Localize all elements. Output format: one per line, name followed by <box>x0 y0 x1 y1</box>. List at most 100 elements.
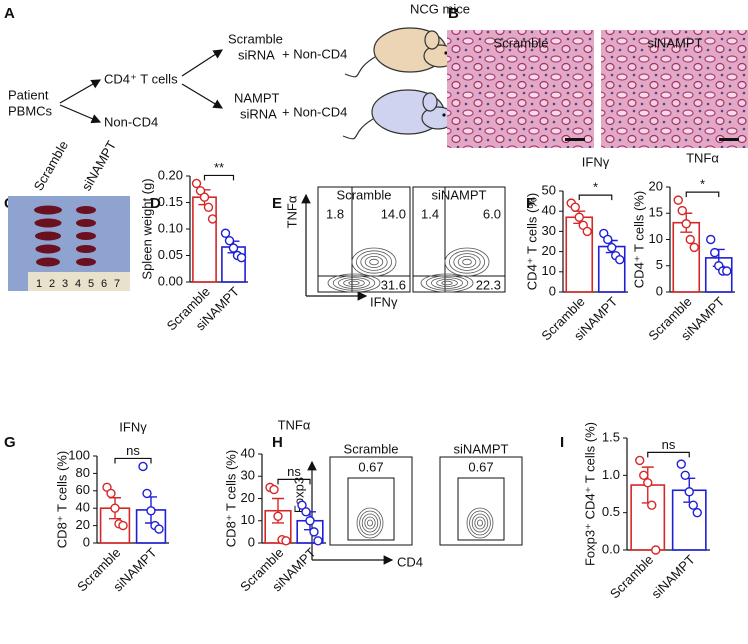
panel-letter: G <box>4 434 16 451</box>
data-point <box>118 520 128 531</box>
label: 3 <box>62 278 68 290</box>
contour <box>469 510 491 536</box>
spleen <box>34 205 62 215</box>
line <box>181 49 224 77</box>
y-axis-title: Spleen weight (g) <box>139 178 154 279</box>
label: siNAMPT <box>432 187 487 202</box>
data-point <box>685 234 695 245</box>
data-point <box>676 459 686 469</box>
contour <box>441 280 453 286</box>
chart-title: IFNγ <box>119 419 147 434</box>
data-point <box>603 234 613 245</box>
label: NAMPT <box>234 90 280 105</box>
data-point <box>273 511 283 521</box>
y-tick-label: 40 <box>542 203 556 218</box>
spleen <box>35 244 61 254</box>
contour <box>474 516 486 530</box>
contour <box>361 513 379 533</box>
significance-bracket <box>114 457 152 464</box>
significance: * <box>593 180 598 195</box>
mouse-tail <box>342 118 374 140</box>
contour <box>471 513 489 533</box>
data-point <box>688 500 698 510</box>
label: Non-CD4 <box>104 114 158 129</box>
data-point <box>207 214 218 224</box>
data-point <box>313 536 323 546</box>
contour <box>462 258 472 266</box>
contour <box>366 519 373 527</box>
data-point <box>673 195 683 205</box>
data-point <box>570 202 580 212</box>
data-point <box>106 488 116 499</box>
ruler <box>28 272 130 291</box>
y-tick-label: 20 <box>649 178 663 193</box>
y-tick-label: 0.5 <box>602 504 620 519</box>
y-tick-label: 50 <box>542 182 556 197</box>
label: siRNA <box>238 47 275 62</box>
y-tick-label: 10 <box>542 263 556 278</box>
label: TNFα <box>284 195 299 228</box>
significance-bracket <box>685 191 720 198</box>
significance: ns <box>287 464 301 479</box>
contour <box>337 277 370 289</box>
label: CD4 <box>397 554 423 569</box>
label: 2 <box>49 278 55 290</box>
contour <box>360 253 388 271</box>
label: Scramble <box>31 138 71 193</box>
y-axis-title: CD8⁺ T cells (%) <box>223 450 238 547</box>
label: 0.67 <box>358 459 383 474</box>
y-tick-label: 20 <box>241 490 255 505</box>
x-tick-label: siNAMPT <box>648 552 697 601</box>
x-tick-label: Scramble <box>607 552 656 601</box>
label: siNAMPT <box>454 441 509 456</box>
data-point <box>281 536 291 546</box>
mouse-tail <box>344 56 376 78</box>
label: 31.6 <box>381 277 406 292</box>
significance: ** <box>214 160 224 175</box>
data-point <box>706 234 716 245</box>
contour <box>355 250 392 274</box>
significance-bracket <box>578 194 613 201</box>
label: 0.67 <box>468 459 493 474</box>
y-axis-title: CD8⁺ T cells (%) <box>54 451 69 548</box>
y-tick-label: 1.0 <box>602 467 620 482</box>
contour <box>348 280 360 286</box>
label: 1 <box>36 278 42 290</box>
contour <box>343 278 365 287</box>
scale-bar <box>719 138 739 141</box>
data-point <box>680 470 690 481</box>
y-tick-label: 0.0 <box>602 541 620 556</box>
label: siRNA <box>240 106 277 121</box>
y-tick-label: 30 <box>542 223 556 238</box>
y-tick-label: 0.10 <box>158 220 183 235</box>
chart-title: TNFα <box>686 150 719 165</box>
significance-bracket <box>647 451 690 458</box>
data-point <box>199 192 210 202</box>
data-point <box>220 228 231 238</box>
flow-plot <box>439 456 523 546</box>
flow-plot <box>329 456 413 546</box>
label: + Non-CD4 <box>282 104 347 119</box>
data-point <box>639 470 649 481</box>
y-tick-label: 30 <box>241 468 255 483</box>
data-point <box>146 506 156 516</box>
histology-image <box>447 30 594 148</box>
flow-plot <box>412 186 506 293</box>
label: Scramble <box>344 441 399 456</box>
contour <box>356 507 384 539</box>
data-point <box>574 212 584 222</box>
data-point <box>203 202 214 212</box>
contour <box>369 258 379 266</box>
contour <box>476 519 483 527</box>
y-tick-label: 40 <box>76 500 90 515</box>
panel-letter: I <box>560 434 564 451</box>
label: 1.8 <box>326 206 344 221</box>
label: 14.0 <box>381 206 406 221</box>
panel-letter: B <box>448 5 459 22</box>
y-tick-label: 0.00 <box>158 273 183 288</box>
panel-letter: D <box>150 195 161 212</box>
data-point <box>138 461 148 472</box>
data-point <box>309 527 319 537</box>
contour <box>351 247 397 277</box>
